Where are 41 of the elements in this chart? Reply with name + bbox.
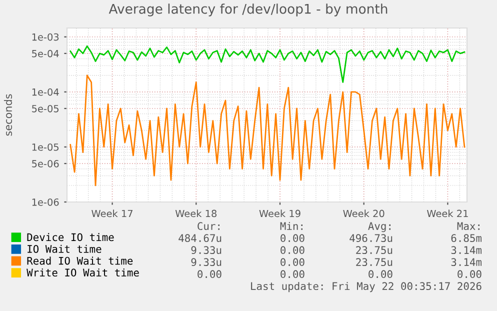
text: Last update: Fri May 22 00:35:17 2026	[251, 282, 482, 292]
text: 23.75u	[356, 258, 392, 266]
text: 0.00	[280, 246, 304, 254]
text: Max:	[457, 222, 480, 230]
x-tick-label: Week 17	[92, 210, 132, 218]
x-tick-label: Week 18	[175, 210, 217, 218]
text: Min:	[280, 222, 302, 230]
text: 496.73u	[350, 234, 392, 242]
y-tick-label: 5e-06	[32, 160, 59, 168]
text: 3.14m	[451, 258, 482, 266]
text: 9.33u	[191, 246, 222, 254]
y-tick-label: 5e-04	[32, 50, 59, 58]
y-tick-label: 1e-06	[32, 198, 59, 206]
text: 23.75u	[356, 246, 392, 254]
line-series	[70, 45, 466, 83]
text: 9.33u	[191, 258, 222, 266]
line-series	[70, 74, 466, 186]
legend-label: IO Wait time	[28, 244, 102, 253]
y-axis-title: seconds	[4, 94, 12, 136]
text: 484.67u	[178, 234, 222, 242]
text: 0.00	[368, 270, 392, 278]
chart-title: Average latency for /dev/loop1 - by month	[108, 4, 388, 16]
legend-label: Read IO Wait time	[27, 256, 133, 265]
text: 6.85m	[451, 234, 482, 242]
x-tick-label: Week 21	[426, 210, 468, 218]
text: Avg:	[368, 222, 390, 232]
text: 0.00	[458, 270, 482, 278]
x-tick-label: Week 20	[343, 210, 384, 218]
text: 0.00	[198, 270, 222, 278]
x-tick-label: Week 19	[259, 210, 300, 218]
y-tick-label: 1e-03	[32, 33, 59, 41]
text: Cur:	[198, 222, 220, 230]
text: 3.14m	[451, 246, 482, 254]
text: 0.00	[280, 234, 304, 242]
y-tick-label: 5e-05	[32, 104, 59, 112]
y-tick-label: 1e-04	[32, 88, 59, 96]
legend-label: Write IO Wait time	[26, 268, 139, 277]
legend-label: Device IO time	[27, 233, 114, 242]
y-tick-label: 1e-05	[32, 143, 59, 151]
text: 0.00	[280, 258, 304, 266]
text: 0.00	[280, 270, 304, 278]
